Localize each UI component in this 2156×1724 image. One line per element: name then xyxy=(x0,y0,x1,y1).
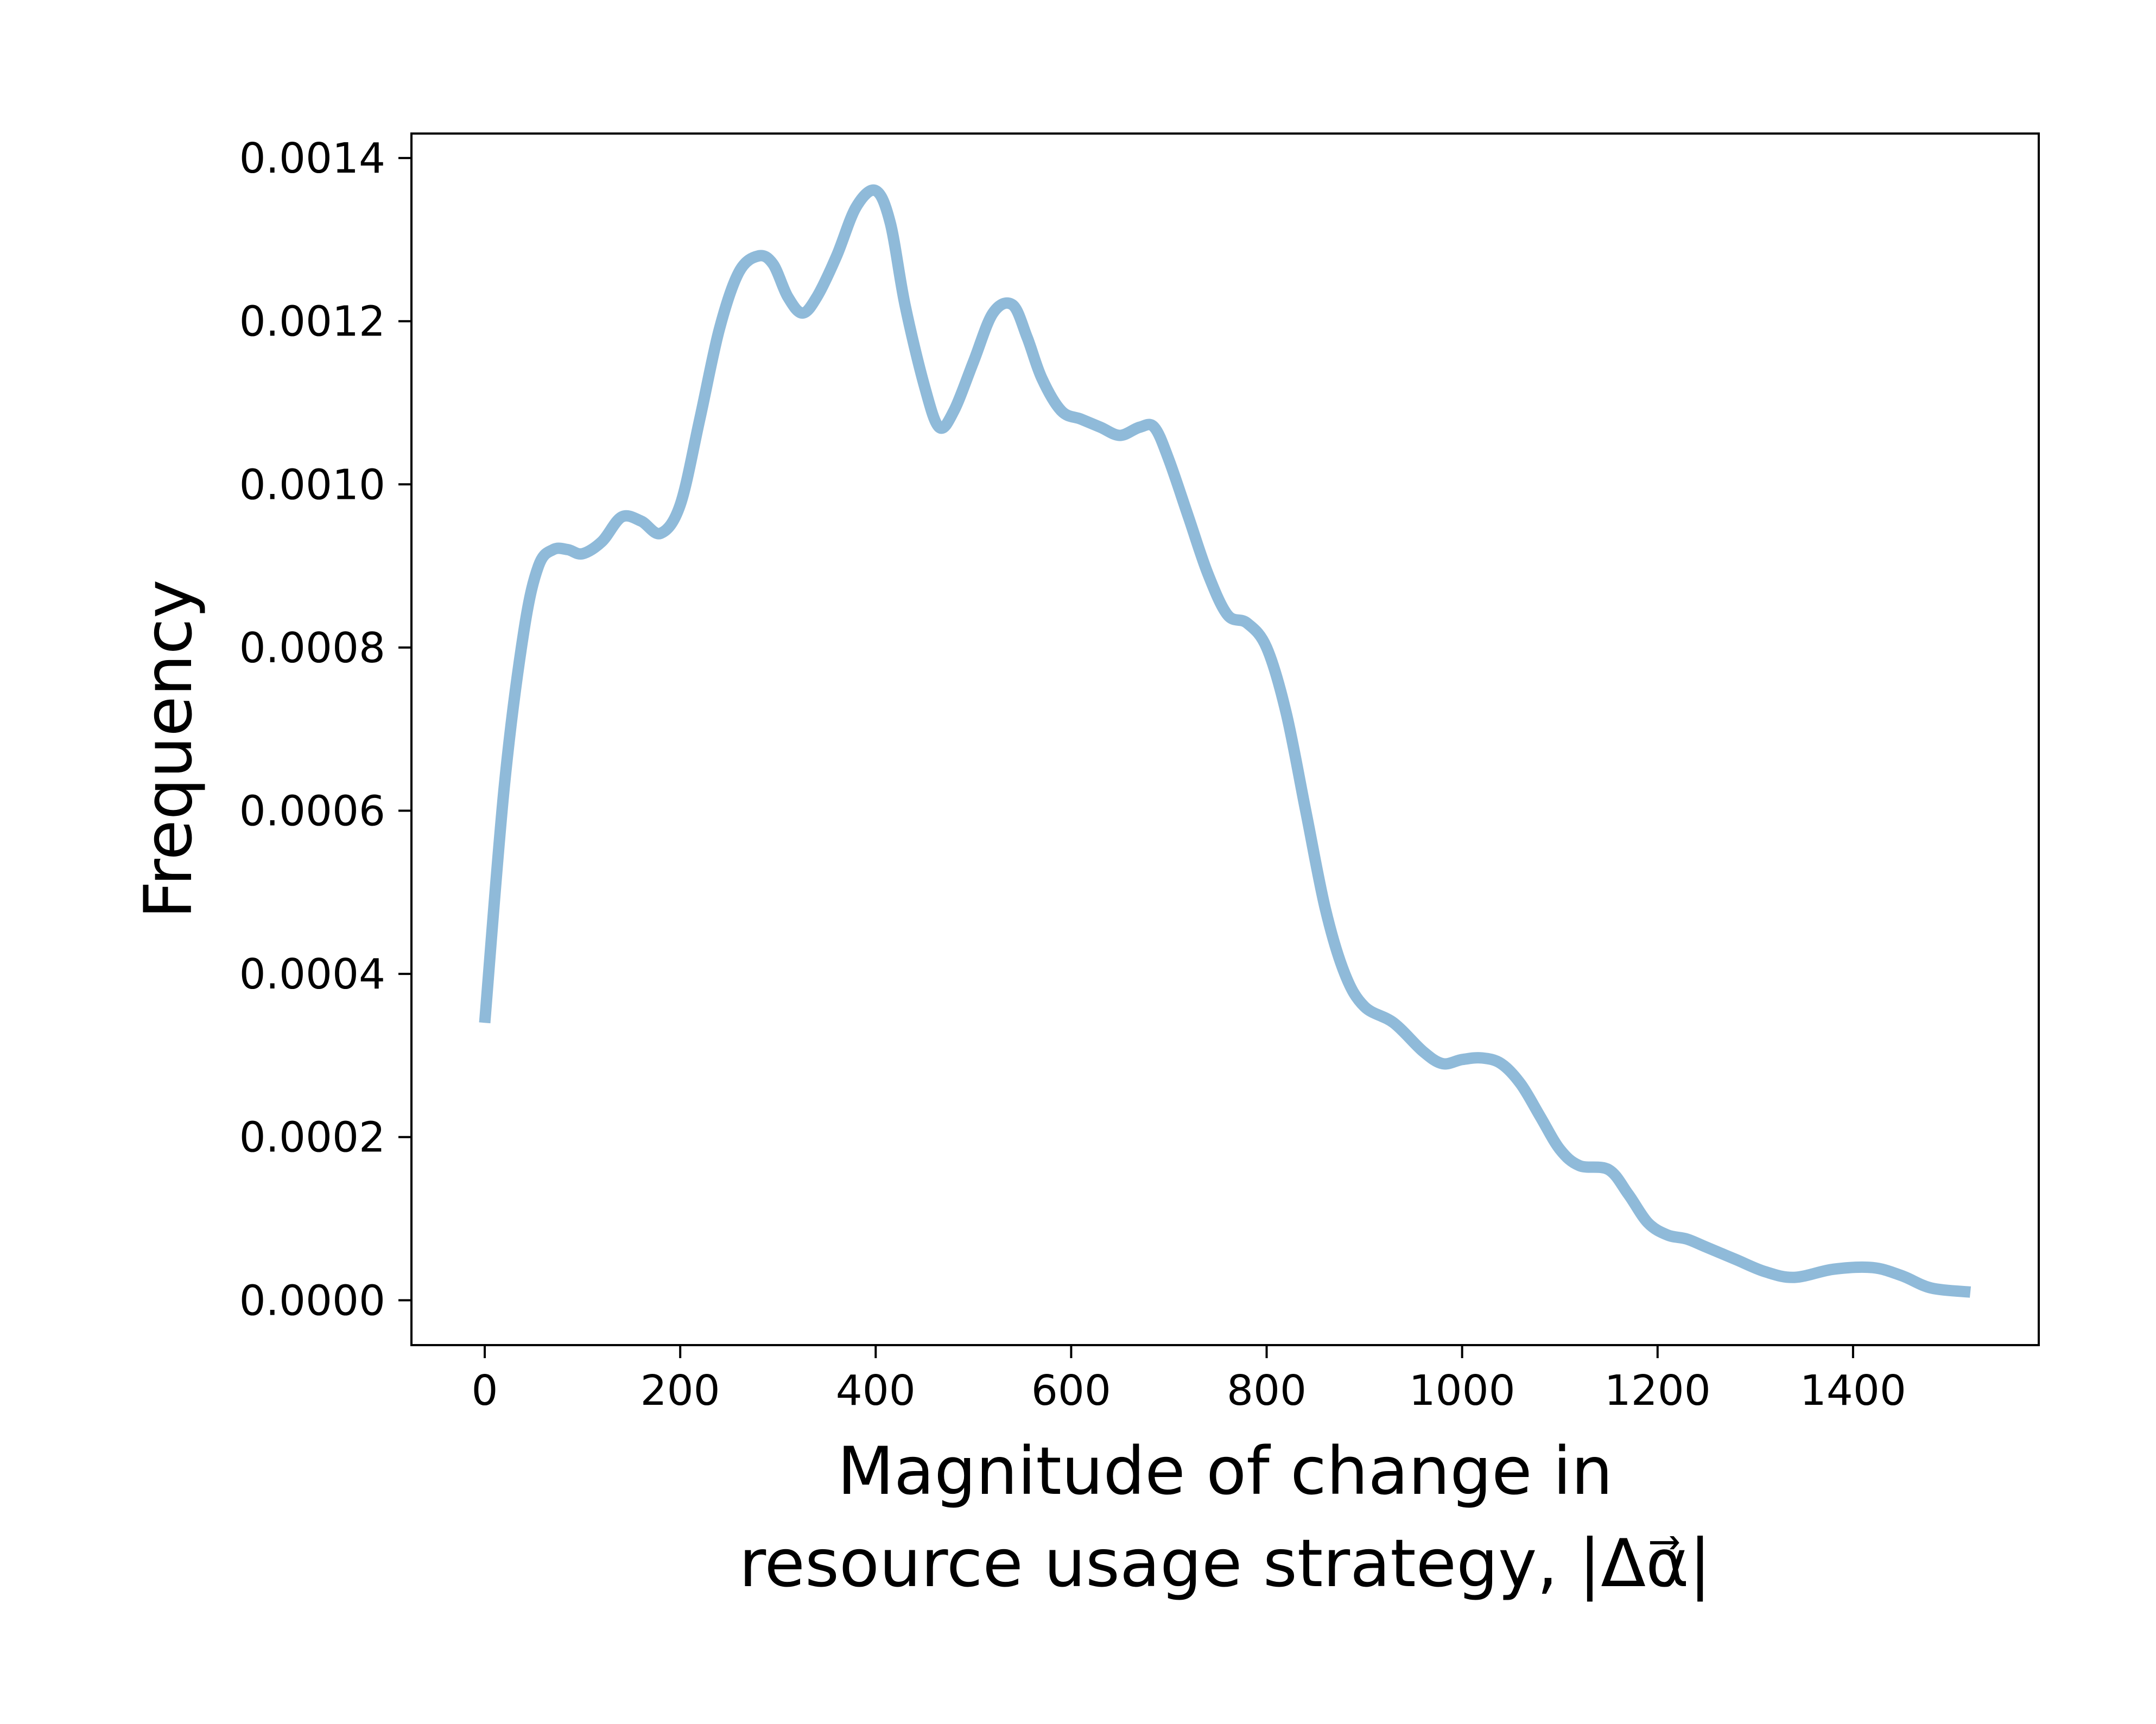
x-tick-label: 600 xyxy=(1031,1367,1111,1415)
x-tick-label: 800 xyxy=(1227,1367,1307,1415)
x-tick-label: 400 xyxy=(836,1367,916,1415)
curve-layer xyxy=(479,184,1971,1298)
y-tick-label: 0.0000 xyxy=(239,1277,385,1325)
y-tick-label: 0.0010 xyxy=(239,461,385,509)
y-tick-label: 0.0014 xyxy=(239,135,385,183)
y-tick-label: 0.0008 xyxy=(239,624,385,673)
x-tick-label: 200 xyxy=(641,1367,720,1415)
y-tick-label: 0.0004 xyxy=(239,950,385,999)
plot-area xyxy=(411,134,2039,1345)
x-axis-label-line1: Magnitude of change in xyxy=(838,1433,1613,1510)
x-axis-ticks: 0 200 400 600 800 1000 1200 1400 xyxy=(472,1345,1906,1415)
y-tick-label: 0.0012 xyxy=(239,298,385,346)
x-tick-label: 1200 xyxy=(1605,1367,1711,1415)
y-axis-label: Frequency xyxy=(130,579,207,918)
series-line xyxy=(479,184,1971,1298)
x-tick-label: 1000 xyxy=(1409,1367,1515,1415)
x-axis-label-line2: resource usage strategy, |Δα⃗| xyxy=(739,1525,1711,1602)
y-tick-label: 0.0002 xyxy=(239,1114,385,1162)
y-axis-ticks: 0.0000 0.0002 0.0004 0.0006 0.0008 0.0010 0.00… xyxy=(239,135,411,1325)
x-tick-label: 1400 xyxy=(1800,1367,1906,1415)
x-tick-label: 0 xyxy=(472,1367,498,1415)
y-tick-label: 0.0006 xyxy=(239,788,385,836)
plot-frame xyxy=(410,132,2040,1346)
